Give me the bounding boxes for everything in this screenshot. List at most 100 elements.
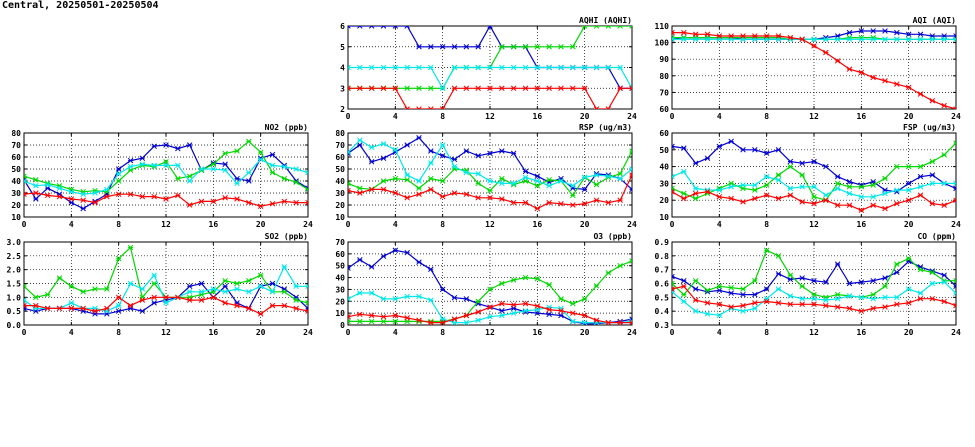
data-point	[846, 293, 853, 299]
data-point	[198, 289, 205, 295]
data-point	[799, 283, 805, 290]
data-point	[799, 199, 805, 205]
y-tick-label: 0.6	[655, 280, 670, 289]
data-point	[475, 43, 481, 50]
data-point	[846, 280, 853, 287]
data-point	[740, 286, 746, 292]
data-point	[522, 85, 529, 92]
data-point	[534, 173, 541, 179]
data-point	[834, 58, 841, 64]
data-point	[763, 286, 770, 292]
data-point	[139, 193, 146, 200]
data-point	[570, 192, 576, 199]
x-tick-label: 16	[857, 112, 867, 121]
data-point	[799, 184, 805, 190]
x-tick-label: 16	[533, 220, 543, 229]
data-point	[428, 64, 434, 71]
data-point	[357, 142, 363, 148]
data-point	[558, 305, 564, 312]
data-point	[510, 180, 517, 187]
data-point	[392, 64, 399, 71]
data-point	[775, 33, 782, 39]
data-point	[787, 158, 794, 165]
data-point	[380, 296, 387, 302]
chart-aqhi: 0 4 8 12 16 20 24 2 3 4 5 6 AQHI (AQHI)	[340, 16, 637, 121]
data-point	[581, 85, 588, 92]
data-point	[451, 85, 458, 92]
data-point	[368, 64, 375, 71]
y-tick-label: 10	[11, 213, 21, 222]
x-tick-label: 8	[440, 112, 445, 121]
data-point	[617, 262, 623, 269]
data-point	[775, 195, 782, 202]
data-point	[882, 190, 888, 197]
data-point	[392, 190, 399, 196]
data-point	[605, 319, 612, 325]
data-point	[24, 191, 27, 197]
series-line	[24, 158, 308, 195]
data-point	[487, 286, 493, 293]
data-point	[763, 298, 770, 305]
data-point	[787, 163, 794, 170]
data-point	[392, 175, 399, 182]
data-point	[44, 181, 51, 188]
y-tick-label: 40	[335, 274, 345, 283]
data-point	[222, 283, 228, 290]
data-point	[348, 149, 351, 155]
data-point	[882, 294, 888, 301]
data-point	[882, 78, 888, 84]
data-point	[593, 317, 600, 324]
data-point	[917, 192, 924, 198]
data-point	[269, 201, 276, 207]
data-point	[522, 43, 529, 50]
data-point	[617, 319, 623, 325]
data-point	[281, 289, 288, 295]
series-series-d	[24, 190, 308, 209]
data-point	[929, 97, 936, 104]
data-point	[281, 302, 288, 309]
data-point	[439, 153, 446, 159]
series-series-d	[672, 189, 956, 214]
data-point	[499, 280, 505, 287]
data-point	[210, 198, 217, 205]
data-point	[151, 300, 157, 306]
data-point	[681, 29, 687, 36]
data-point	[198, 198, 205, 205]
data-point	[348, 265, 351, 271]
data-point	[522, 308, 529, 314]
x-tick-label: 24	[303, 328, 313, 337]
data-point	[704, 36, 711, 43]
data-point	[186, 297, 193, 303]
data-point	[104, 286, 110, 292]
data-point	[487, 313, 493, 320]
data-point	[510, 199, 517, 206]
data-point	[510, 43, 517, 50]
x-tick-label: 4	[717, 112, 722, 121]
data-point	[151, 280, 157, 287]
data-point	[439, 85, 446, 92]
data-point	[558, 85, 564, 92]
data-point	[704, 300, 711, 306]
chart-title: AQHI (AQHI)	[579, 16, 632, 25]
x-tick-label: 24	[951, 112, 961, 121]
data-point	[222, 277, 228, 284]
x-tick-label: 0	[346, 328, 351, 337]
data-point	[404, 195, 410, 201]
data-point	[68, 196, 75, 202]
data-point	[368, 312, 375, 319]
data-point	[269, 169, 276, 176]
data-point	[882, 283, 888, 290]
y-tick-label: 0.5	[655, 293, 670, 302]
data-point	[894, 163, 900, 170]
data-point	[33, 183, 39, 189]
data-point	[186, 283, 193, 290]
data-point	[281, 264, 288, 270]
data-point	[917, 31, 924, 38]
data-point	[823, 279, 829, 285]
data-point	[593, 64, 600, 71]
data-point	[681, 291, 687, 298]
y-tick-label: 3	[340, 84, 345, 93]
data-point	[629, 85, 632, 92]
data-point	[905, 286, 912, 292]
